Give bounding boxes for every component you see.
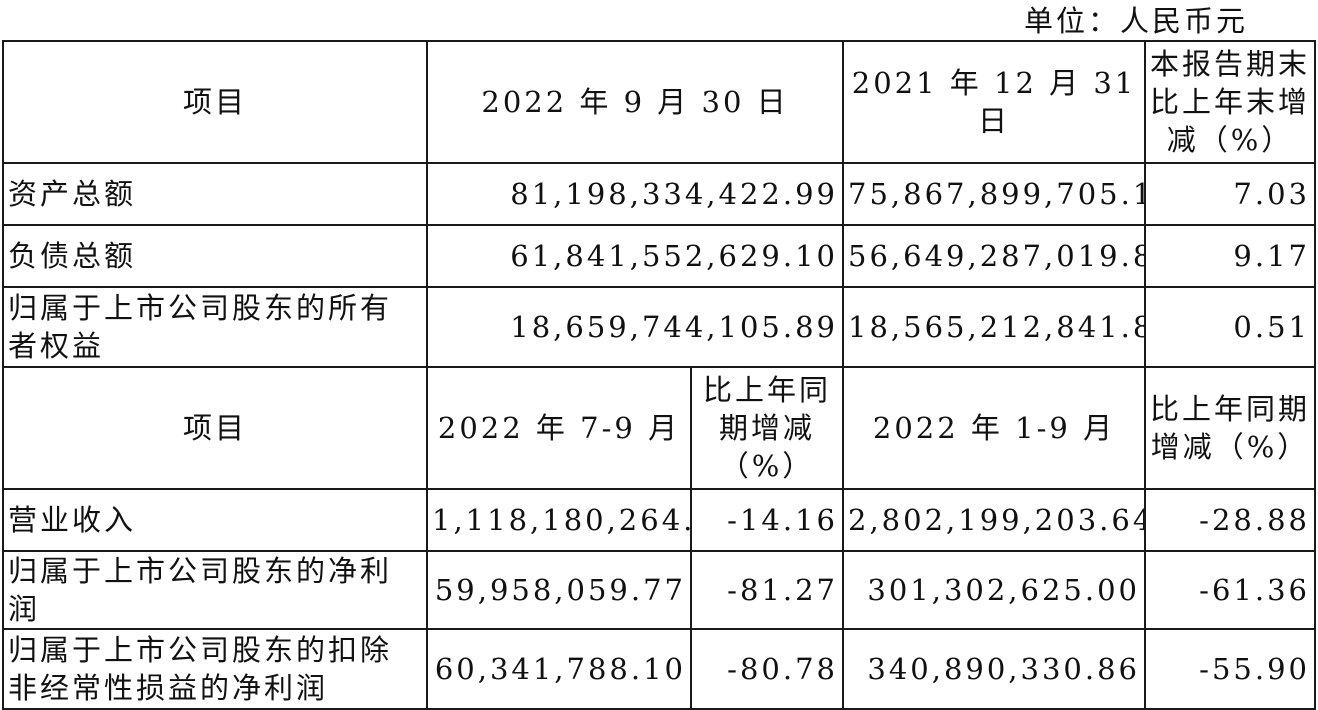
row-ytd-change: -55.90	[1144, 628, 1316, 710]
income-header-row: 项目 2022 年 7-9 月 比上年同期增减（%） 2022 年 1-9 月 …	[2, 366, 1316, 490]
row-current: 81,198,334,422.99	[426, 162, 844, 226]
table-row: 归属于上市公司股东的净利润 59,958,059.77 -81.27 301,3…	[2, 550, 1316, 630]
income-header-q3: 2022 年 7-9 月	[426, 366, 692, 490]
row-item: 归属于上市公司股东的扣除非经常性损益的净利润	[2, 628, 428, 710]
row-item: 归属于上市公司股东的所有者权益	[2, 286, 428, 368]
row-q3-change: -81.27	[690, 550, 844, 630]
row-current: 18,659,744,105.89	[426, 286, 844, 368]
row-ytd: 301,302,625.00	[842, 550, 1146, 630]
balance-header-prior: 2021 年 12 月 31 日	[842, 40, 1146, 164]
income-header-q3-change: 比上年同期增减（%）	[690, 366, 844, 490]
table-row: 资产总额 81,198,334,422.99 75,867,899,705.13…	[2, 162, 1316, 226]
row-q3-change: -80.78	[690, 628, 844, 710]
table-row: 归属于上市公司股东的扣除非经常性损益的净利润 60,341,788.10 -80…	[2, 628, 1316, 710]
row-ytd: 340,890,330.86	[842, 628, 1146, 710]
unit-label: 单位：人民币元	[1023, 4, 1248, 38]
table-row: 负债总额 61,841,552,629.10 56,649,287,019.84…	[2, 224, 1316, 288]
row-prior: 18,565,212,841.80	[842, 286, 1146, 368]
balance-header-item: 项目	[2, 40, 428, 164]
table-row: 归属于上市公司股东的所有者权益 18,659,744,105.89 18,565…	[2, 286, 1316, 368]
row-q3: 1,118,180,264.94	[426, 488, 692, 552]
row-prior: 56,649,287,019.84	[842, 224, 1146, 288]
row-q3: 59,958,059.77	[426, 550, 692, 630]
row-ytd: 2,802,199,203.64	[842, 488, 1146, 552]
row-q3-change: -14.16	[690, 488, 844, 552]
table-row: 营业收入 1,118,180,264.94 -14.16 2,802,199,2…	[2, 488, 1316, 552]
row-change: 0.51	[1144, 286, 1316, 368]
row-change: 7.03	[1144, 162, 1316, 226]
income-header-ytd: 2022 年 1-9 月	[842, 366, 1146, 490]
row-item: 资产总额	[2, 162, 428, 226]
row-q3: 60,341,788.10	[426, 628, 692, 710]
row-prior: 75,867,899,705.13	[842, 162, 1146, 226]
row-ytd-change: -28.88	[1144, 488, 1316, 552]
row-current: 61,841,552,629.10	[426, 224, 844, 288]
balance-header-row: 项目 2022 年 9 月 30 日 2021 年 12 月 31 日 本报告期…	[2, 40, 1316, 164]
balance-header-current: 2022 年 9 月 30 日	[426, 40, 844, 164]
income-header-ytd-change: 比上年同期增减（%）	[1144, 366, 1316, 490]
row-item: 归属于上市公司股东的净利润	[2, 550, 428, 630]
row-item: 负债总额	[2, 224, 428, 288]
row-change: 9.17	[1144, 224, 1316, 288]
row-ytd-change: -61.36	[1144, 550, 1316, 630]
row-item: 营业收入	[2, 488, 428, 552]
income-header-item: 项目	[2, 366, 428, 490]
balance-header-change: 本报告期末比上年末增减（%）	[1144, 40, 1316, 164]
financial-table: 项目 2022 年 9 月 30 日 2021 年 12 月 31 日 本报告期…	[2, 40, 1316, 710]
